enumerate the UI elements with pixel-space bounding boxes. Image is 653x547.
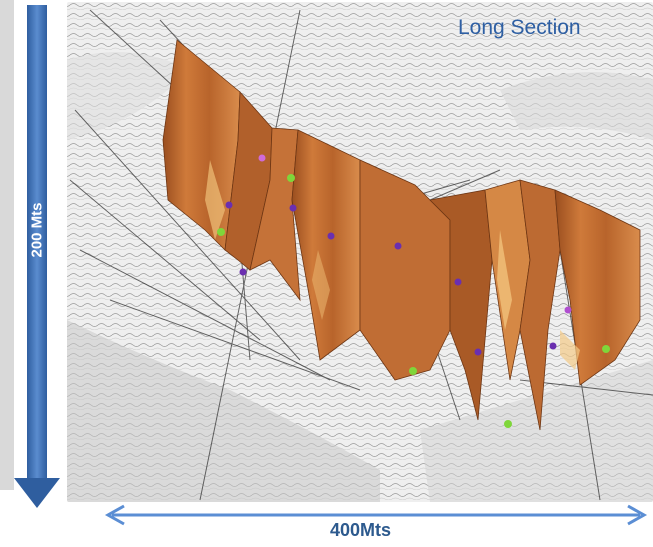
vertical-scale-arrow [14, 5, 60, 508]
terrain-panel [67, 2, 653, 502]
left-margin-strip [0, 0, 14, 490]
orebody-surfaces [162, 39, 641, 431]
section-title: Long Section [458, 16, 581, 39]
horizontal-scale-label: 400Mts [330, 520, 392, 540]
vertical-scale-label: 200 Mts [28, 202, 46, 258]
sample-markers [217, 154, 610, 428]
horizontal-scale-arrow [104, 504, 648, 526]
